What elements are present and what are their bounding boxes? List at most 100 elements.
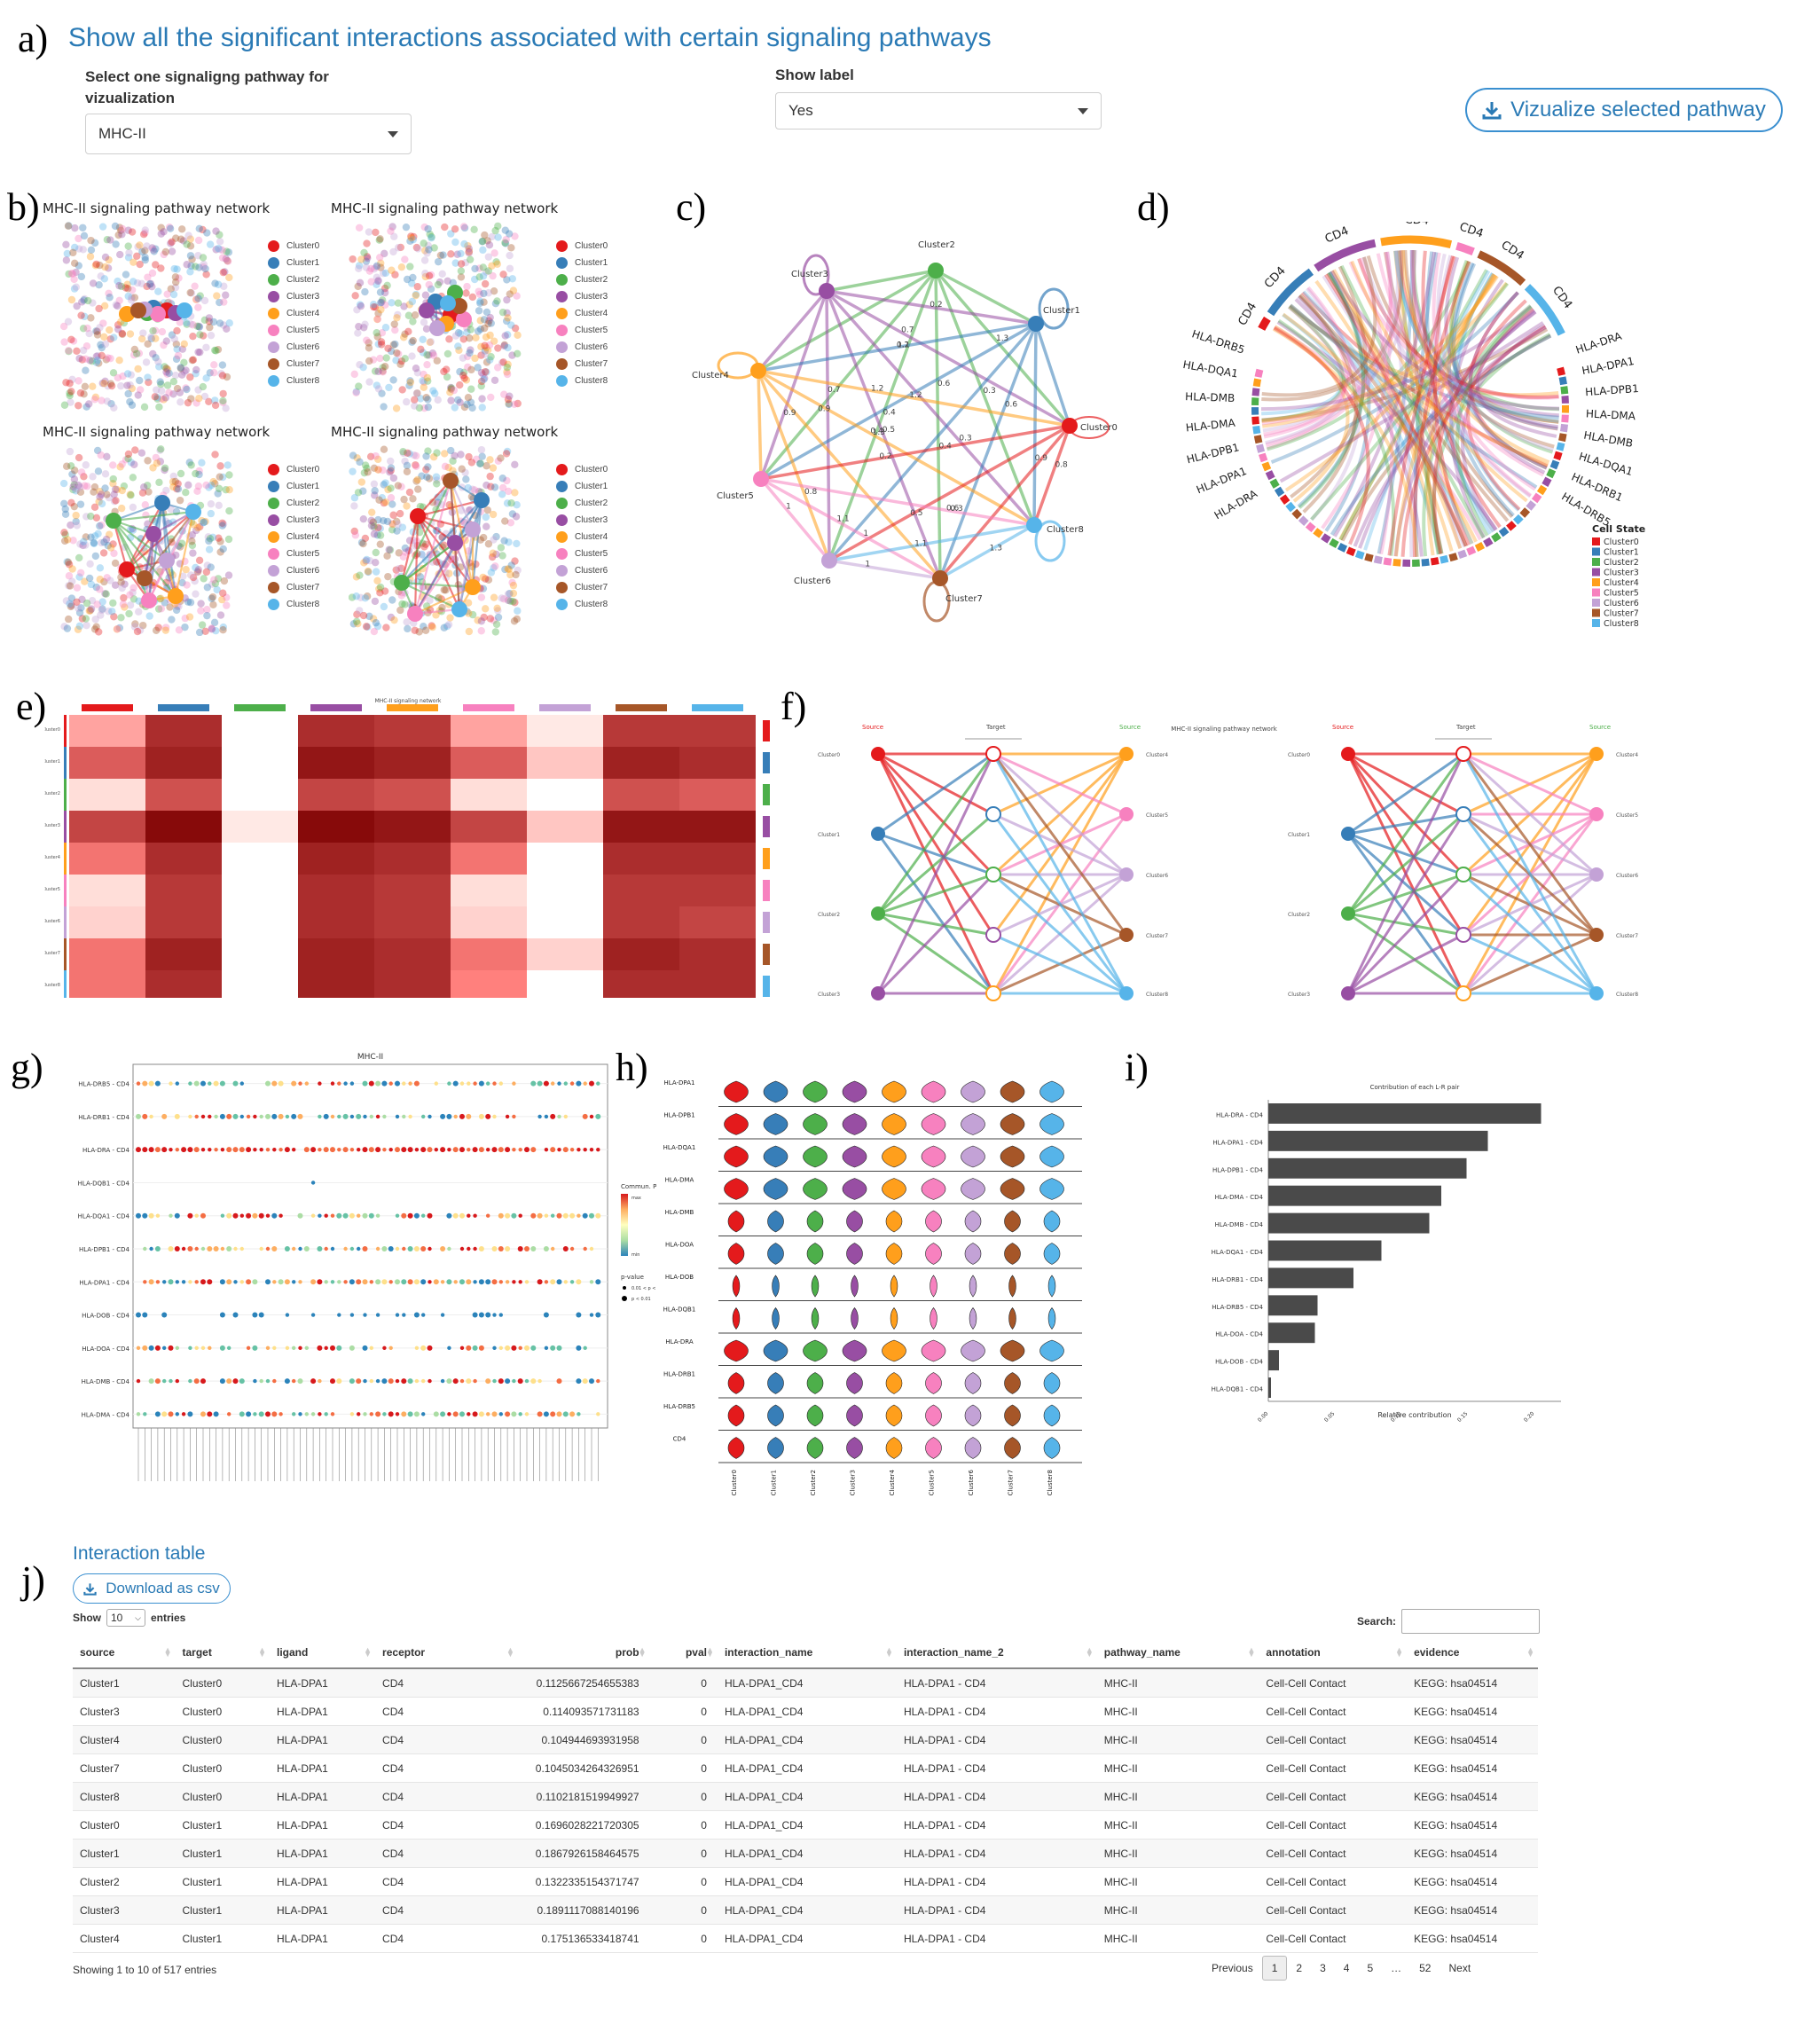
hierarchy-edge: [1346, 753, 1465, 914]
tissue-spot: [372, 558, 380, 567]
tissue-spot: [124, 285, 132, 293]
tissue-spot: [124, 292, 132, 301]
tissue-spot: [187, 395, 195, 403]
bubble-point: [485, 1378, 491, 1385]
column-header-interaction-name[interactable]: interaction_name ▲ ▼: [717, 1637, 897, 1669]
tissue-spot: [399, 553, 408, 561]
hierarchy-edge: [1462, 753, 1598, 936]
table-cell: HLA-DPA1: [269, 1753, 376, 1783]
column-header-annotation[interactable]: annotation ▲ ▼: [1259, 1637, 1408, 1669]
chord-ribbon: [1276, 320, 1498, 531]
bubble-point: [537, 1114, 542, 1119]
heatmap-cell: [298, 779, 374, 811]
tissue-spot: [188, 356, 197, 365]
tissue-spot: [115, 296, 123, 305]
node-label: Cluster4: [1146, 752, 1168, 758]
tissue-spot: [459, 335, 467, 343]
tissue-spot: [476, 317, 484, 325]
page-button-4[interactable]: 4: [1343, 1962, 1350, 1974]
bubble-point: [382, 1147, 387, 1152]
network-edge: [1034, 323, 1071, 427]
chord-ribbon: [1265, 305, 1346, 447]
tissue-spot: [144, 340, 152, 349]
tissue-spot: [395, 549, 403, 557]
tissue-spot: [443, 277, 451, 286]
column-header-pathway-name[interactable]: pathway_name ▲ ▼: [1096, 1637, 1259, 1669]
legend-swatch: [556, 498, 568, 509]
legend-label: Cluster2: [286, 498, 320, 508]
tissue-spot: [212, 626, 220, 635]
table-cell: 0.1045034264326951: [517, 1753, 650, 1783]
legend-item: Cluster3: [268, 512, 319, 529]
bubble-point: [498, 1345, 503, 1351]
column-header-interaction-name-2[interactable]: interaction_name_2 ▲ ▼: [896, 1637, 1097, 1669]
tissue-spot: [363, 464, 371, 473]
x-tick-label: Cluster5: [929, 1470, 936, 1495]
visualize-button[interactable]: Vizualize selected pathway: [1465, 88, 1783, 132]
column-header-ligand[interactable]: ligand ▲ ▼: [269, 1637, 376, 1669]
heatmap-cell: [679, 906, 756, 938]
download-csv-button[interactable]: Download as csv: [73, 1573, 231, 1604]
column-header-pval[interactable]: pval ▲ ▼: [649, 1637, 718, 1669]
tissue-spot: [205, 397, 213, 405]
tissue-spot: [432, 473, 441, 481]
page-button-2[interactable]: 2: [1296, 1962, 1303, 1974]
chord-ribbon: [1377, 249, 1415, 554]
bubble-point: [388, 1081, 393, 1086]
show-label-select[interactable]: Yes: [775, 92, 1102, 129]
page-length-select[interactable]: 10 ⌵: [106, 1609, 145, 1627]
chord-ribbon: [1288, 304, 1559, 397]
column-header-receptor[interactable]: receptor ▲ ▼: [375, 1637, 518, 1669]
edge-weight-label: 1.3: [990, 545, 1002, 553]
tissue-spot: [117, 282, 126, 291]
violin-shape: [763, 1145, 788, 1168]
sort-icon: ▲ ▼: [163, 1645, 172, 1659]
page-button-52[interactable]: 52: [1419, 1962, 1432, 1974]
chord-sector: [1557, 366, 1565, 376]
tissue-spot: [378, 493, 387, 502]
column-header-source[interactable]: source ▲ ▼: [73, 1637, 176, 1669]
column-header-target[interactable]: target ▲ ▼: [175, 1637, 270, 1669]
tissue-spot: [480, 375, 488, 384]
bubble-point: [395, 1246, 400, 1251]
column-header-prob[interactable]: prob ▲ ▼: [517, 1637, 650, 1669]
table-row: Cluster3 Cluster1 HLA-DPA1 CD4 0.18911170881…: [73, 1895, 1538, 1925]
target-node: [1455, 806, 1471, 822]
tissue-spot: [355, 224, 364, 232]
tissue-spot: [477, 342, 485, 350]
tissue-spot: [200, 392, 209, 401]
search-input[interactable]: [1401, 1609, 1541, 1634]
next-page-button[interactable]: Next: [1448, 1962, 1471, 1974]
bubble-point: [582, 1212, 588, 1219]
edge-weight-label: 1.1: [836, 514, 849, 523]
edge-weight-label: 0.7: [901, 326, 914, 335]
page-button-5[interactable]: 5: [1367, 1962, 1374, 1974]
pathway-select[interactable]: MHC-II: [85, 114, 412, 154]
tissue-spot: [481, 374, 489, 382]
bubble-point: [349, 1212, 355, 1219]
column-header-evidence[interactable]: evidence ▲ ▼: [1407, 1637, 1538, 1669]
bubble-point: [272, 1147, 277, 1152]
tissue-spot: [484, 267, 493, 275]
tissue-spot: [162, 368, 170, 376]
hierarchy-edge: [1347, 752, 1464, 835]
legend-label: Cluster2: [575, 275, 608, 285]
legend-label: Cluster3: [1604, 569, 1639, 578]
tissue-spot: [213, 292, 221, 300]
page-button-3[interactable]: 3: [1320, 1962, 1326, 1974]
tissue-spot: [503, 499, 512, 507]
tissue-spot: [92, 260, 100, 269]
chord-ribbon: [1384, 251, 1514, 519]
tissue-spot: [400, 495, 408, 504]
tissue-spot: [89, 299, 97, 307]
bubble-point: [466, 1279, 472, 1285]
tissue-spot: [103, 574, 111, 582]
tissue-spot: [512, 513, 521, 521]
bubble-point: [530, 1147, 537, 1153]
bubble-point: [310, 1147, 317, 1153]
page-button-1[interactable]: 1: [1261, 1956, 1288, 1981]
tissue-spot: [169, 377, 178, 386]
previous-page-button[interactable]: Previous: [1212, 1962, 1253, 1974]
sector-label: CD4: [1262, 264, 1289, 291]
y-tick-label: HLA-DRB1 - CD4: [1212, 1276, 1263, 1283]
